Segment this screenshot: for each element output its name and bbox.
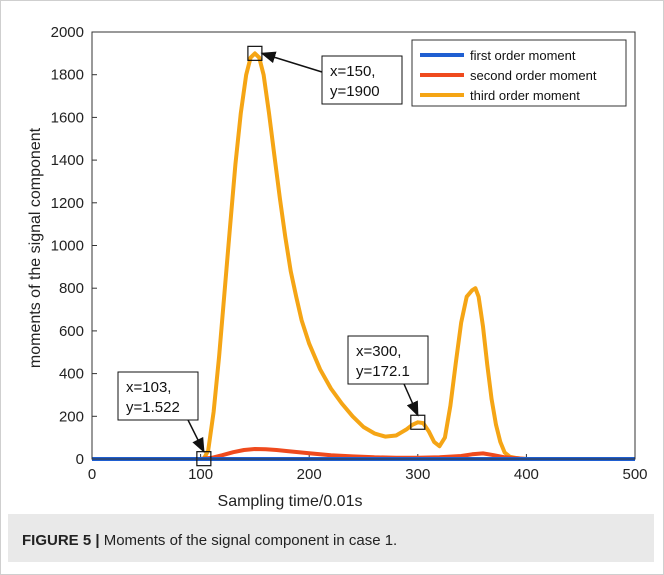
data-annotations: x=150, y=1900 x=300, y=172.1 x=103, y=1.522 [117,45,429,467]
y-tick-label: 1200 [51,195,84,212]
caption-label: FIGURE 5 | [22,532,100,549]
annotation-box [321,55,403,105]
annotation-line1: x=300, [356,343,401,360]
caption-text: Moments of the signal component in case … [103,532,398,549]
series-line [92,51,635,461]
annotation-line1: x=150, [330,63,375,80]
annotation-arrow [187,419,205,454]
annotation-line2: y=1.522 [126,399,180,416]
legend-label-third: third order moment [470,88,580,103]
annotation-box [347,335,429,385]
series-line [92,447,635,461]
y-tick-label: 1600 [51,109,84,126]
x-axis-label: Sampling time/0.01s [218,493,363,510]
line-chart: moments of the signal component Sampling… [27,24,648,510]
y-tick-label: 1000 [51,238,84,255]
x-tick-label: 200 [297,466,322,483]
annotation-arrow [403,383,419,417]
legend: first order moment second order moment t… [411,39,627,107]
annotation-line2: y=1900 [330,83,380,100]
y-tick-label: 1800 [51,67,84,84]
x-tick-label: 100 [188,466,213,483]
axis-ticks: 0 100 200 300 400 500 0 200 400 600 800 1000 1200 140… [51,24,648,483]
plot-area [91,31,636,460]
annotation-line2: y=172.1 [356,363,410,380]
y-tick-label: 200 [59,408,84,425]
caption-background [8,514,654,562]
legend-label-first: first order moment [470,48,576,63]
y-axis-label: moments of the signal component [27,127,44,368]
x-tick-label: 300 [405,466,430,483]
y-tick-label: 1400 [51,152,84,169]
legend-label-second: second order moment [470,68,597,83]
x-tick-label: 400 [514,466,539,483]
figure-caption: FIGURE 5 | Moments of the signal compone… [22,532,397,549]
y-tick-label: 2000 [51,24,84,41]
y-tick-label: 600 [59,323,84,340]
x-tick-label: 500 [622,466,647,483]
y-tick-label: 0 [76,451,84,468]
annotation-box [117,371,199,421]
y-tick-label: 800 [59,280,84,297]
annotation-line1: x=103, [126,379,171,396]
annotation-arrow [260,51,323,73]
x-tick-label: 0 [88,466,96,483]
y-tick-label: 400 [59,366,84,383]
